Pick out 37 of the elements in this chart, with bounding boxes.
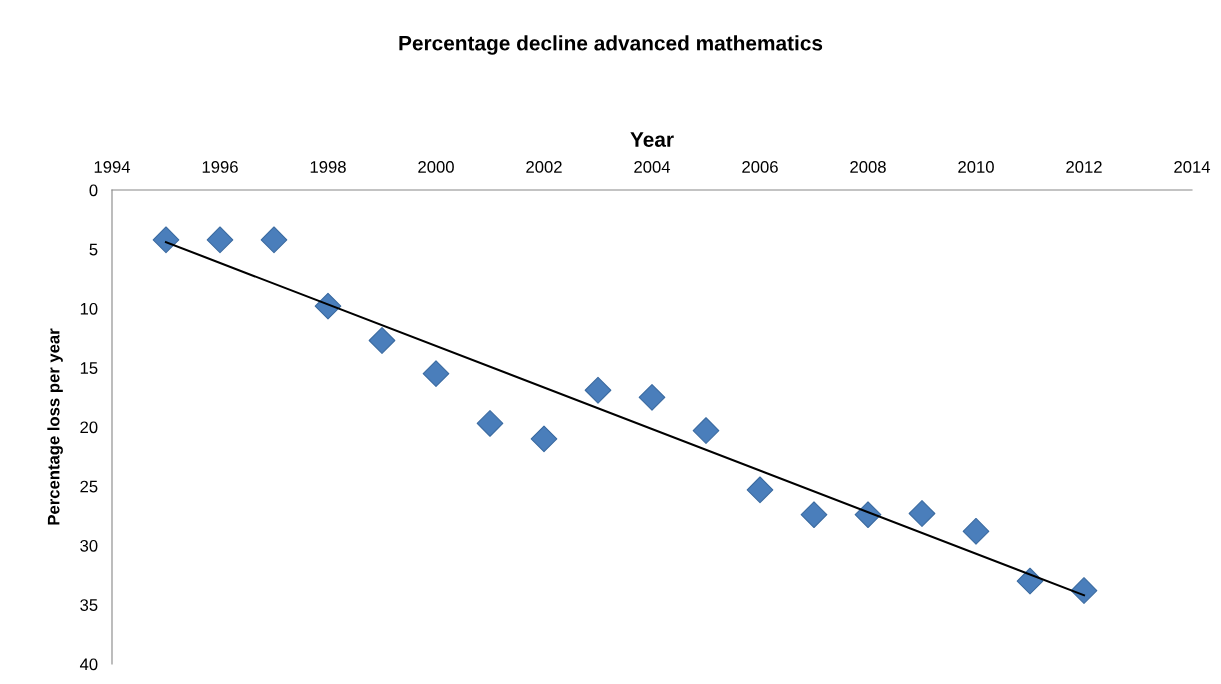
- x-tick-label: 2006: [742, 161, 778, 173]
- point: [692, 417, 720, 444]
- x-tick-label: 2010: [958, 161, 994, 173]
- x-tick-label: 1996: [202, 161, 238, 173]
- point: [908, 500, 936, 527]
- x-tick-label: 1998: [310, 161, 346, 173]
- point: [260, 226, 288, 254]
- y-tick-label: 15: [80, 362, 98, 374]
- x-tick-label: 1994: [94, 161, 131, 173]
- y-tick-label: 40: [79, 658, 98, 671]
- y-tick-label: 5: [89, 243, 98, 256]
- point: [800, 501, 828, 529]
- y-tick-label: 30: [80, 539, 98, 552]
- point: [476, 410, 504, 437]
- point: [152, 226, 180, 254]
- x-tick-label: 2012: [1066, 161, 1102, 173]
- x-axis-title: Year: [630, 132, 674, 147]
- y-tick-label: 35: [80, 599, 98, 611]
- point: [584, 376, 612, 404]
- x-tick-label: 2008: [850, 161, 886, 173]
- point: [206, 226, 234, 254]
- point: [638, 384, 666, 411]
- point: [422, 360, 450, 388]
- point: [368, 327, 396, 354]
- chart-title: Percentage decline advanced mathematics: [399, 35, 823, 55]
- x-tick-label: 2004: [634, 161, 671, 173]
- x-tick-label: 2000: [418, 161, 454, 173]
- point: [746, 476, 774, 504]
- y-tick-label: 20: [80, 421, 98, 434]
- y-tick-label: 10: [80, 302, 98, 315]
- y-tick-label: 25: [80, 480, 98, 493]
- point: [530, 425, 558, 453]
- y-axis-title: Percentage loss per year: [47, 328, 63, 525]
- x-tick-label: 2002: [526, 161, 562, 173]
- point: [962, 517, 990, 545]
- x-tick-label: 2014: [1174, 161, 1211, 173]
- y-tick-label: 0: [89, 184, 98, 197]
